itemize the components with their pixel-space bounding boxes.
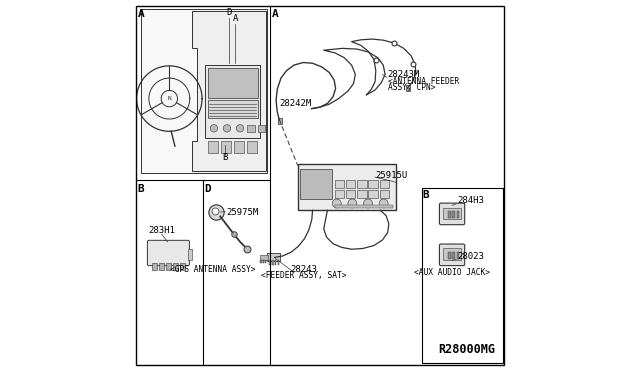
Bar [141, 9, 267, 173]
Polygon shape [191, 11, 266, 171]
Bar [357, 190, 367, 198]
Bar [422, 188, 504, 363]
Bar [452, 211, 455, 218]
Bar [406, 85, 410, 91]
Bar [298, 164, 396, 210]
Bar [443, 248, 461, 260]
Bar [452, 252, 455, 259]
Bar [380, 180, 389, 188]
Text: A: A [232, 14, 238, 23]
Text: 28243M: 28243M [388, 70, 420, 79]
Circle shape [364, 199, 372, 208]
Bar [258, 125, 266, 132]
Text: 25915U: 25915U [376, 171, 408, 180]
Bar [265, 260, 266, 263]
Bar [269, 260, 271, 265]
Bar [335, 190, 344, 198]
Text: B: B [223, 153, 228, 162]
Text: B: B [138, 184, 145, 194]
Bar [369, 190, 378, 198]
Bar [443, 208, 461, 219]
Text: 25975M: 25975M [227, 208, 259, 217]
Bar [335, 205, 392, 208]
Bar [335, 180, 344, 188]
FancyBboxPatch shape [147, 240, 189, 266]
Bar [260, 255, 268, 260]
Circle shape [211, 125, 218, 132]
Text: A: A [271, 9, 278, 19]
Text: <GPS ANTENNA ASSY>: <GPS ANTENNA ASSY> [170, 265, 255, 274]
Text: R28000MG: R28000MG [438, 343, 495, 356]
Bar [456, 252, 460, 259]
Bar [278, 118, 282, 124]
Bar [166, 263, 171, 270]
Bar [173, 263, 178, 270]
FancyBboxPatch shape [440, 203, 465, 225]
Text: B: B [422, 190, 429, 201]
Bar [207, 68, 257, 98]
Bar [205, 65, 260, 138]
Text: 28023: 28023 [457, 251, 484, 260]
Text: 28243: 28243 [290, 265, 317, 274]
Bar [447, 211, 451, 218]
Bar [207, 141, 218, 153]
Bar [248, 125, 255, 132]
Bar [271, 260, 273, 265]
Circle shape [223, 125, 231, 132]
Bar [207, 100, 257, 118]
Text: D: D [204, 184, 211, 194]
Text: 283H1: 283H1 [148, 225, 175, 234]
Text: N: N [168, 96, 172, 101]
Bar [369, 180, 378, 188]
Bar [260, 260, 262, 263]
FancyBboxPatch shape [440, 244, 465, 266]
Circle shape [348, 199, 357, 208]
Text: <ANTENNA FEEDER: <ANTENNA FEEDER [388, 77, 459, 86]
Bar [221, 141, 231, 153]
Bar [152, 263, 157, 270]
Text: 284H3: 284H3 [457, 196, 484, 205]
Bar [267, 253, 280, 261]
Bar [380, 190, 389, 198]
Bar [180, 263, 185, 270]
Circle shape [332, 199, 341, 208]
Bar [346, 190, 355, 198]
Bar [188, 249, 191, 260]
Text: D: D [227, 8, 232, 17]
Text: <AUX AUDIO JACK>: <AUX AUDIO JACK> [414, 268, 490, 277]
Bar [159, 263, 164, 270]
Text: <FEEDER ASSY, SAT>: <FEEDER ASSY, SAT> [260, 271, 346, 280]
Text: ASSY, CPN>: ASSY, CPN> [388, 83, 435, 92]
Bar [262, 260, 264, 263]
Bar [447, 252, 451, 259]
Bar [346, 180, 355, 188]
Circle shape [236, 125, 244, 132]
Bar [234, 141, 244, 153]
Bar [456, 211, 460, 218]
Circle shape [379, 199, 388, 208]
Bar [246, 141, 257, 153]
Bar [357, 180, 367, 188]
Text: A: A [138, 9, 145, 19]
Text: 28242M: 28242M [279, 99, 311, 108]
Bar [275, 260, 276, 265]
Bar [278, 260, 280, 265]
Bar [300, 169, 332, 199]
